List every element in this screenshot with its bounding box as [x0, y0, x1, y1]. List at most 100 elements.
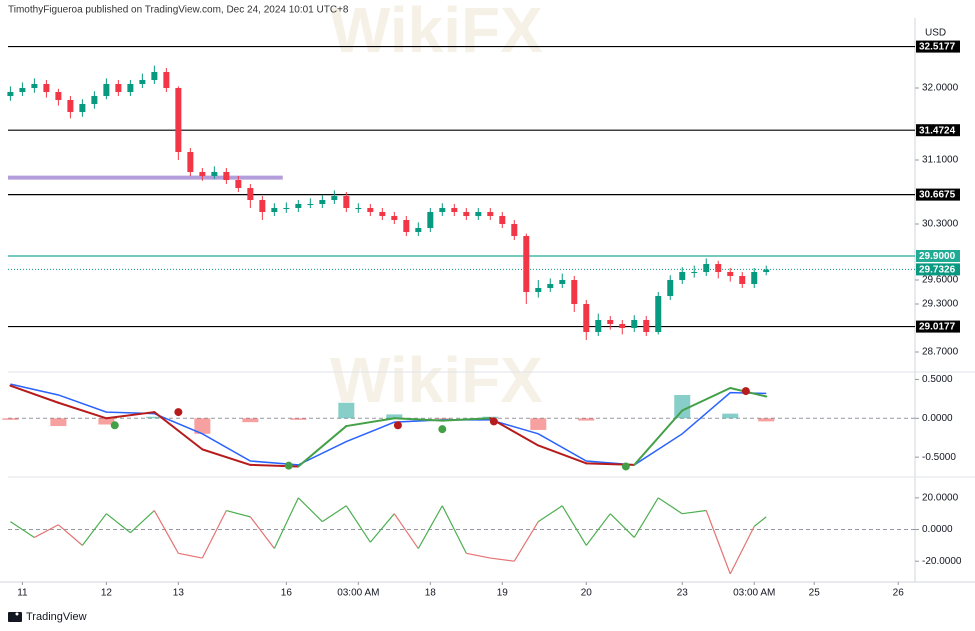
candle-body [703, 264, 710, 272]
candle-body [571, 280, 578, 304]
candle-body [487, 212, 494, 216]
candle-body [727, 272, 734, 276]
level-label-box [916, 250, 960, 262]
cross-dot [741, 387, 750, 396]
macd-line-segment [201, 448, 252, 466]
macd-line-segment [105, 411, 156, 420]
candle-body [367, 208, 374, 212]
level-label: 30.6675 [919, 190, 956, 201]
candle-body [439, 208, 446, 212]
x-tick-label: 13 [173, 588, 185, 599]
y-tick-label: 29.6000 [922, 275, 959, 286]
candle-body [187, 152, 194, 172]
oscillator-segment [705, 510, 731, 575]
byline: TimothyFigueroa published on TradingView… [8, 5, 349, 16]
candle-body [751, 272, 758, 284]
cross-dot [489, 417, 498, 426]
candle-body [715, 264, 722, 272]
y-tick-label: 0.0000 [922, 524, 953, 535]
histogram-bar [242, 418, 259, 423]
candle-body [163, 72, 170, 88]
histogram-bar [386, 414, 403, 419]
candle-body [139, 80, 146, 84]
x-tick-label: 11 [17, 588, 28, 599]
histogram-bar [2, 418, 19, 420]
candle-body [235, 180, 242, 188]
oscillator-segment [273, 497, 299, 549]
histogram-bar [578, 418, 595, 421]
oscillator-segment [322, 505, 347, 523]
x-tick-label: 16 [281, 588, 293, 599]
candle-body [511, 224, 518, 236]
signal-line [10, 383, 767, 466]
oscillator-segment [393, 513, 419, 549]
candle-body [631, 320, 638, 328]
candle-body [403, 220, 410, 232]
x-tick-label: 18 [425, 588, 437, 599]
oscillator-segment [178, 552, 203, 559]
level-label-box [916, 188, 960, 201]
macd-line-segment [9, 384, 60, 404]
candle-body [31, 84, 38, 88]
candle-body [115, 84, 122, 92]
x-tick-label: 03:00 AM [733, 588, 775, 599]
candle-body [643, 320, 650, 332]
level-label-box [916, 124, 960, 137]
candle-body [295, 204, 302, 208]
candle-body [259, 200, 266, 212]
candle-body [67, 100, 74, 112]
candle-body [199, 172, 206, 176]
oscillator-segment [513, 521, 539, 562]
tv-logo [8, 612, 22, 622]
oscillator-segment [34, 524, 59, 538]
candle-body [427, 212, 434, 228]
oscillator-segment [609, 513, 635, 538]
candle-body [247, 188, 254, 200]
oscillator-segment [537, 505, 563, 523]
candle-body [43, 84, 50, 92]
histogram-bar [146, 416, 163, 419]
y-tick-label: 30.3000 [922, 219, 959, 230]
cross-dot [621, 462, 630, 471]
candle-body [415, 228, 422, 232]
candle-body [151, 72, 158, 80]
x-tick-label: 23 [677, 588, 689, 599]
oscillator-segment [297, 497, 323, 523]
y-tick-label: 32.0000 [922, 83, 959, 94]
macd-line-segment [537, 444, 588, 465]
candle-body [535, 288, 542, 292]
candle-body [463, 212, 470, 216]
oscillator-segment [585, 513, 611, 546]
level-label: 29.0177 [919, 322, 956, 333]
macd-line-segment [297, 425, 348, 468]
cross-dot [393, 421, 402, 430]
candle-body [739, 276, 746, 284]
macd-line-segment [345, 417, 396, 428]
histogram-bar [758, 418, 775, 422]
footer-brand: TradingView [26, 611, 87, 623]
macd-line-segment [393, 417, 444, 422]
candle-body [331, 196, 338, 200]
level-label: 31.4724 [919, 125, 956, 136]
level-label-box [916, 263, 960, 276]
level-label: 29.7326 [919, 265, 956, 276]
oscillator-segment [490, 557, 515, 562]
candle-body [655, 296, 662, 332]
candle-body [499, 216, 506, 224]
candle-body [355, 208, 362, 209]
oscillator-segment [441, 505, 467, 554]
candle-body [175, 88, 182, 152]
histogram-bar [194, 418, 211, 434]
level-label: 29.9000 [919, 251, 956, 262]
cross-dot [438, 425, 447, 434]
candle-body [223, 172, 230, 180]
oscillator-segment [201, 510, 227, 559]
level-label-box [916, 40, 960, 53]
oscillator-segment [633, 497, 659, 538]
x-tick-label: 19 [497, 588, 509, 599]
candle-body [283, 208, 290, 209]
candle-body [343, 196, 350, 208]
histogram-bar [674, 394, 691, 419]
candle-body [307, 204, 314, 205]
